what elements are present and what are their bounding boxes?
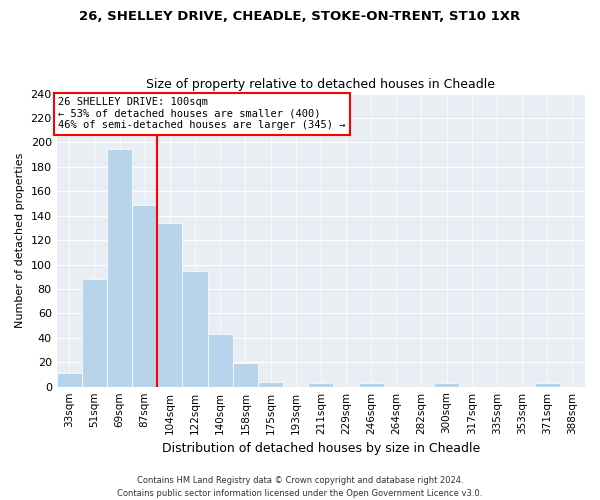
Bar xyxy=(434,383,459,386)
Bar xyxy=(308,383,334,386)
Text: 26 SHELLEY DRIVE: 100sqm
← 53% of detached houses are smaller (400)
46% of semi-: 26 SHELLEY DRIVE: 100sqm ← 53% of detach… xyxy=(58,97,346,130)
Bar xyxy=(359,383,384,386)
X-axis label: Distribution of detached houses by size in Cheadle: Distribution of detached houses by size … xyxy=(162,442,480,455)
Title: Size of property relative to detached houses in Cheadle: Size of property relative to detached ho… xyxy=(146,78,496,91)
Bar xyxy=(182,270,208,386)
Bar xyxy=(132,204,157,386)
Y-axis label: Number of detached properties: Number of detached properties xyxy=(15,152,25,328)
Bar xyxy=(233,364,258,386)
Bar xyxy=(535,383,560,386)
Text: Contains HM Land Registry data © Crown copyright and database right 2024.
Contai: Contains HM Land Registry data © Crown c… xyxy=(118,476,482,498)
Bar xyxy=(258,382,283,386)
Bar xyxy=(157,223,182,386)
Bar xyxy=(208,334,233,386)
Text: 26, SHELLEY DRIVE, CHEADLE, STOKE-ON-TRENT, ST10 1XR: 26, SHELLEY DRIVE, CHEADLE, STOKE-ON-TRE… xyxy=(79,10,521,23)
Bar xyxy=(56,373,82,386)
Bar xyxy=(82,279,107,386)
Bar xyxy=(107,148,132,386)
